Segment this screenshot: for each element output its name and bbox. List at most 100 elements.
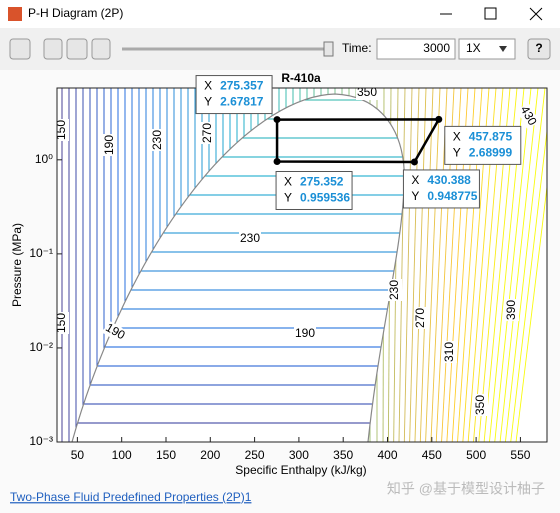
help-button[interactable] — [527, 38, 551, 60]
x-axis-label: Specific Enthalpy (kJ/kg) — [235, 463, 366, 477]
speed-dropdown[interactable] — [458, 38, 516, 60]
app-icon — [8, 7, 22, 21]
watermark: 知乎 @基于模型设计柚子 — [387, 481, 545, 497]
doc-link[interactable]: Two-Phase Fluid Predefined Properties (2… — [10, 490, 252, 504]
datatip-label: X — [284, 175, 292, 189]
contour-label: 150 — [54, 313, 68, 333]
maximize-button[interactable] — [484, 7, 497, 20]
dropdown-arrow — [499, 46, 507, 52]
contour-label-bg — [201, 122, 215, 144]
cycle-point — [273, 157, 281, 165]
isotherm — [504, 88, 546, 442]
datatip-label: X — [411, 173, 419, 187]
toolbar-button[interactable] — [9, 38, 31, 60]
time-label: Time: — [342, 41, 372, 55]
x-tick-label: 550 — [510, 448, 530, 462]
x-tick-label: 50 — [71, 448, 85, 462]
y-axis-label: Pressure (MPa) — [10, 223, 24, 307]
y-tick-label: 10⁻² — [29, 340, 53, 354]
datatip-value: 275.352 — [300, 175, 344, 189]
datatip-value: 430.388 — [427, 173, 471, 187]
contour-label-bg — [151, 129, 165, 151]
contour-label-bg — [57, 119, 69, 141]
contour-label: 350 — [357, 85, 377, 99]
y-tick-label: 10⁻³ — [29, 434, 53, 448]
datatip-box — [195, 75, 273, 115]
x-tick-label: 200 — [200, 448, 220, 462]
contour-label-bg — [443, 341, 457, 363]
cycle-point — [410, 158, 418, 166]
contour-label: 310 — [442, 342, 456, 362]
datatip-box — [402, 169, 480, 209]
window-title: P-H Diagram (2P) — [28, 6, 123, 20]
datatip-label: Y — [453, 146, 461, 160]
title-bar — [0, 0, 560, 28]
replay-button[interactable] — [66, 38, 88, 60]
x-tick-label: 100 — [112, 448, 132, 462]
contour-label: 150 — [54, 120, 68, 140]
datatip-value: 2.67817 — [220, 95, 264, 109]
datatip-value: 275.357 — [220, 79, 264, 93]
isotherm — [409, 88, 420, 442]
contour-label: 390 — [504, 300, 518, 320]
isotherm — [393, 88, 399, 442]
contour-label-bg — [294, 327, 316, 341]
contour-label: 190 — [295, 326, 315, 340]
isotherm — [398, 88, 406, 442]
contour-label-bg — [505, 299, 519, 321]
help-text: ? — [535, 41, 542, 55]
datatip-box — [275, 170, 353, 210]
cycle-point — [273, 116, 281, 124]
contour-label: 230 — [150, 130, 164, 150]
contour-label: 270 — [200, 123, 214, 143]
saturation-curve — [71, 93, 405, 442]
x-tick-label: 500 — [466, 448, 486, 462]
datatip-label: Y — [284, 191, 292, 205]
y-tick-label: 10⁰ — [35, 152, 53, 166]
overlay: 50 100 150 200 250 300 350 400 450 500 550 10⁻³ 10⁻²… — [29, 75, 531, 462]
slider-thumb[interactable] — [323, 41, 334, 57]
y-tick-label: 10⁻¹ — [29, 246, 53, 260]
contour-label-bg — [356, 88, 378, 100]
time-input[interactable] — [376, 38, 456, 60]
contour-label: 350 — [473, 395, 487, 415]
datatip-value: 0.959536 — [300, 191, 350, 205]
step-back-button[interactable] — [43, 38, 63, 60]
contour-label-bg — [516, 102, 540, 130]
datatip-label: X — [204, 79, 212, 93]
contour-label: 190 — [102, 135, 116, 155]
datatip-label: Y — [411, 189, 419, 203]
contour-label-bg — [239, 232, 261, 246]
isotherm — [414, 88, 427, 442]
contour-label-bg — [57, 312, 69, 334]
x-tick-label: 250 — [245, 448, 265, 462]
step-forward-button[interactable] — [91, 38, 111, 60]
contour-label: 270 — [413, 308, 427, 328]
isotherm — [499, 88, 539, 442]
contour-label: 230 — [240, 231, 260, 245]
speed-value: 1X — [466, 41, 481, 55]
datatip-label: X — [453, 130, 461, 144]
isotherm — [494, 88, 532, 442]
x-tick-label: 300 — [289, 448, 309, 462]
close-button[interactable] — [529, 7, 543, 21]
datatip-box — [444, 125, 522, 165]
contour-label: 230 — [387, 280, 401, 300]
contour-label-bg — [103, 134, 117, 156]
cycle-point — [435, 115, 443, 123]
datatip-value: 2.68999 — [469, 146, 513, 160]
datatip-label: Y — [204, 95, 212, 109]
isotherm — [515, 183, 547, 442]
contour-label-bg — [101, 320, 129, 344]
isotherm — [425, 88, 441, 442]
datatip-value: 457.875 — [469, 130, 513, 144]
axes-box — [56, 87, 548, 443]
contour-label-bg — [388, 279, 402, 301]
chart-title: R-410a — [281, 71, 321, 85]
x-tick-label: 400 — [377, 448, 397, 462]
isotherm — [403, 88, 413, 442]
x-tick-label: 450 — [422, 448, 442, 462]
contour-label-bg — [474, 394, 488, 416]
